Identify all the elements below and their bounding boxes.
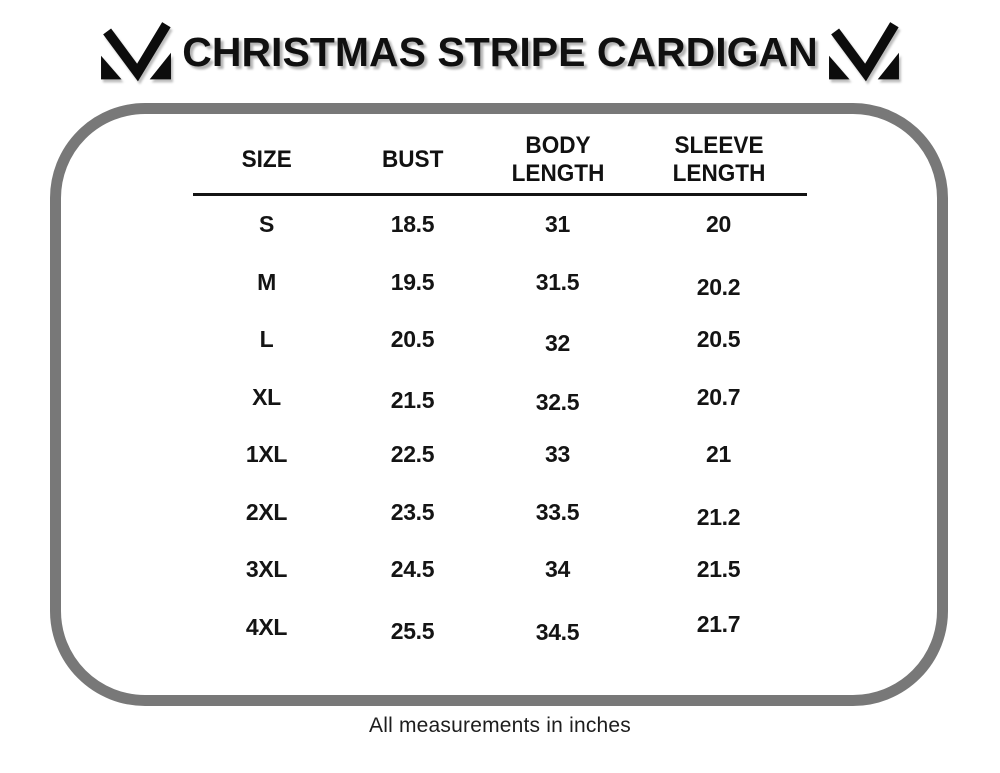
- col-header-bust-label: BUST: [381, 145, 444, 173]
- table-row: L 20.5 32 20.5: [193, 311, 807, 369]
- col-header-body-length: BODY LENGTH: [485, 131, 630, 196]
- bust-value: 23.5: [390, 498, 435, 525]
- table-row: 3XL 24.5 34 21.5: [193, 541, 807, 599]
- mv-monogram-icon: [98, 20, 174, 84]
- size-value: S: [258, 211, 275, 238]
- col-header-size-label: SIZE: [241, 145, 292, 173]
- col-header-sleeve-length-label: SLEEVE LENGTH: [672, 131, 765, 187]
- sleeve-length-value: 21.5: [696, 556, 741, 583]
- bust-value: 19.5: [390, 268, 435, 295]
- sleeve-length-value: 20.5: [696, 326, 741, 353]
- chart-border-box: [50, 103, 948, 706]
- table-row: S 18.5 31 20: [193, 195, 807, 254]
- body-length-value: 31.5: [535, 268, 580, 295]
- size-value: XL: [252, 383, 281, 410]
- table-row: 2XL 23.5 33.5 21.2: [193, 484, 807, 542]
- sleeve-length-value: 21.7: [696, 610, 741, 637]
- size-value: 3XL: [245, 556, 288, 583]
- bust-value: 21.5: [390, 386, 435, 413]
- col-header-sleeve-length: SLEEVE LENGTH: [630, 131, 807, 196]
- bust-value: 18.5: [390, 211, 435, 238]
- size-value: 2XL: [245, 498, 288, 525]
- body-length-value: 34.5: [535, 618, 580, 645]
- sleeve-length-value: 20: [706, 211, 731, 238]
- table-row: XL 21.5 32.5 20.7: [193, 369, 807, 427]
- body-length-value: 31: [545, 211, 570, 238]
- body-length-value: 34: [545, 556, 570, 583]
- bust-value: 24.5: [390, 556, 435, 583]
- measurements-note: All measurements in inches: [369, 714, 631, 737]
- size-value: L: [259, 326, 274, 353]
- body-length-value: 33: [545, 441, 570, 468]
- size-value: M: [257, 268, 276, 295]
- table-row: M 19.5 31.5 20.2: [193, 254, 807, 312]
- mv-monogram-icon: [826, 20, 902, 84]
- col-header-bust: BUST: [340, 131, 485, 196]
- size-value: 1XL: [245, 441, 288, 468]
- body-length-value: 33.5: [535, 498, 580, 525]
- page-title: CHRISTMAS STRIPE CARDIGAN: [182, 28, 818, 75]
- sleeve-length-value: 20.2: [696, 273, 741, 300]
- title-bar: CHRISTMAS STRIPE CARDIGAN: [0, 12, 1000, 92]
- header-row: SIZE BUST BODY LENGTH SLEEVE LENGTH: [193, 131, 807, 196]
- size-table-header: SIZE BUST BODY LENGTH SLEEVE LENGTH: [193, 131, 807, 196]
- col-header-body-length-label: BODY LENGTH: [511, 131, 604, 187]
- table-row: 4XL 25.5 34.5 21.7: [193, 599, 807, 657]
- col-header-size: SIZE: [193, 131, 340, 196]
- bust-value: 25.5: [390, 617, 435, 644]
- sleeve-length-value: 21.2: [696, 503, 741, 530]
- bust-value: 20.5: [390, 326, 435, 353]
- body-length-value: 32: [545, 330, 570, 357]
- body-length-value: 32.5: [535, 388, 580, 415]
- table-row: 1XL 22.5 33 21: [193, 426, 807, 484]
- sleeve-length-value: 21: [706, 441, 731, 468]
- sleeve-length-value: 20.7: [696, 383, 741, 410]
- size-value: 4XL: [245, 613, 288, 640]
- size-table: SIZE BUST BODY LENGTH SLEEVE LENGTH S 18…: [193, 131, 807, 656]
- bust-value: 22.5: [390, 441, 435, 468]
- size-table-body: S 18.5 31 20 M 19.5 31.5 20.2 L 20.5 32 …: [193, 195, 807, 657]
